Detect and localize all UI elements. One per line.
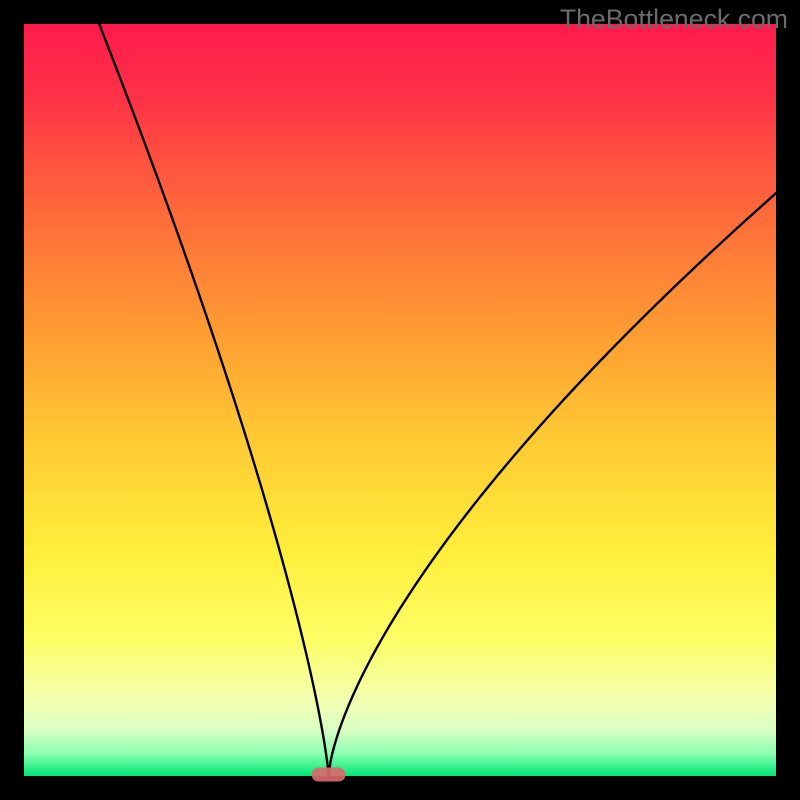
- chart-canvas: [0, 0, 800, 800]
- chart-background: [24, 24, 776, 776]
- bottleneck-chart: TheBottleneck.com: [0, 0, 800, 800]
- optimum-marker: [312, 768, 346, 782]
